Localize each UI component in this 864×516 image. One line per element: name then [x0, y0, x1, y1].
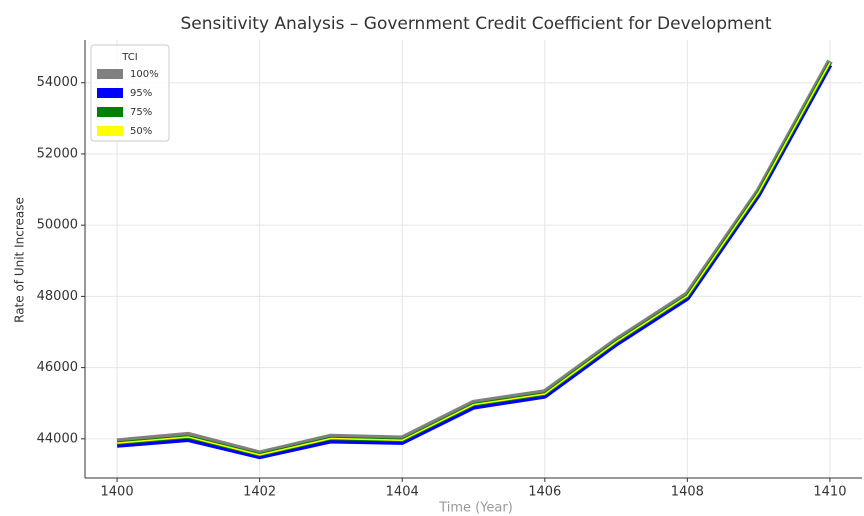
legend-swatch	[97, 88, 123, 98]
y-tick-label: 52000	[37, 146, 78, 161]
chart-title: Sensitivity Analysis – Government Credit…	[181, 14, 772, 34]
y-tick-label: 46000	[37, 360, 78, 375]
legend-swatch	[97, 126, 123, 136]
legend-swatch	[97, 107, 123, 117]
chart: Sensitivity Analysis – Government Credit…	[0, 0, 864, 516]
legend-label: 95%	[130, 88, 152, 99]
series-line	[117, 65, 830, 457]
y-axis-label: Rate of Unit Increase	[13, 197, 27, 323]
y-tick-label: 50000	[37, 218, 78, 233]
series-line	[117, 63, 830, 455]
legend-swatch	[97, 69, 123, 79]
x-tick-label: 1400	[101, 485, 134, 500]
y-tick-label: 44000	[37, 431, 78, 446]
x-tick-label: 1402	[243, 485, 276, 500]
x-tick-label: 1404	[386, 485, 419, 500]
legend-label: 75%	[130, 107, 152, 118]
series-line	[117, 63, 830, 455]
x-tick-label: 1410	[813, 485, 846, 500]
legend-title: TCI	[121, 52, 137, 63]
y-tick-label: 48000	[37, 289, 78, 304]
y-tick-label: 54000	[37, 75, 78, 90]
legend: TCI 100% 95% 75% 50%	[91, 45, 169, 141]
x-tick-label: 1408	[671, 485, 704, 500]
legend-label: 100%	[130, 69, 159, 80]
x-axis-label: Time (Year)	[438, 501, 513, 516]
legend-label: 50%	[130, 126, 152, 137]
page: Sensitivity Analysis – Government Credit…	[0, 0, 864, 516]
x-tick-label: 1406	[528, 485, 561, 500]
series-line	[117, 61, 830, 453]
